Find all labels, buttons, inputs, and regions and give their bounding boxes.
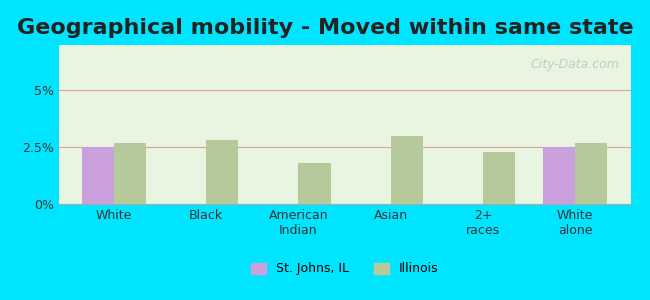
- Bar: [81, 147, 114, 204]
- Bar: [543, 147, 575, 204]
- Bar: [391, 136, 423, 204]
- Bar: [298, 163, 331, 204]
- Bar: [206, 140, 239, 204]
- Text: City-Data.com: City-Data.com: [530, 58, 619, 71]
- Bar: [114, 143, 146, 204]
- Legend: St. Johns, IL, Illinois: St. Johns, IL, Illinois: [246, 257, 443, 280]
- Bar: [483, 152, 515, 204]
- Text: Geographical mobility - Moved within same state: Geographical mobility - Moved within sam…: [17, 18, 633, 38]
- Bar: [575, 143, 608, 204]
